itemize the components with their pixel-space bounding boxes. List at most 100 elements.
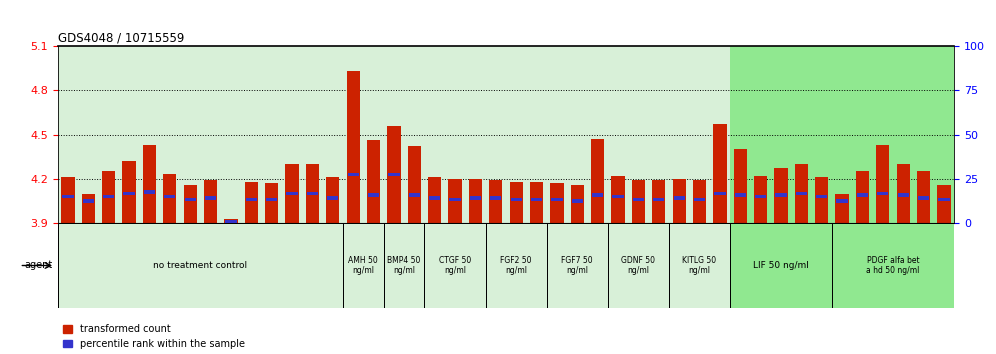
Bar xyxy=(143,190,155,194)
Bar xyxy=(164,195,175,198)
Bar xyxy=(58,223,343,308)
Bar xyxy=(734,149,747,223)
Bar xyxy=(653,198,664,201)
Bar xyxy=(917,171,930,223)
Bar xyxy=(754,176,767,223)
Bar xyxy=(837,199,848,202)
Bar xyxy=(225,220,237,223)
Bar xyxy=(612,176,624,223)
Bar xyxy=(429,196,440,200)
Bar xyxy=(693,180,706,223)
Bar xyxy=(123,161,135,223)
Bar xyxy=(469,179,482,223)
Bar xyxy=(347,71,360,223)
Bar xyxy=(836,194,849,223)
Bar xyxy=(673,196,685,200)
Bar xyxy=(669,223,730,308)
Bar xyxy=(449,198,461,201)
Bar xyxy=(755,195,766,198)
Text: PDGF alfa bet
a hd 50 ng/ml: PDGF alfa bet a hd 50 ng/ml xyxy=(867,256,919,275)
Bar xyxy=(547,223,608,308)
Bar xyxy=(142,145,156,223)
Bar xyxy=(796,192,807,195)
Bar xyxy=(486,223,547,308)
Bar xyxy=(730,46,954,223)
Bar xyxy=(408,193,420,196)
Text: AMH 50
ng/ml: AMH 50 ng/ml xyxy=(349,256,378,275)
Bar xyxy=(591,139,605,223)
Bar xyxy=(694,198,705,201)
Bar xyxy=(896,164,910,223)
Bar xyxy=(348,173,359,176)
Bar xyxy=(795,164,808,223)
Bar xyxy=(592,193,604,196)
Bar xyxy=(652,180,665,223)
Bar xyxy=(735,193,746,196)
Bar xyxy=(730,223,832,308)
Bar xyxy=(103,195,115,198)
Bar xyxy=(245,182,258,223)
Bar xyxy=(368,193,379,196)
Bar xyxy=(102,171,116,223)
Bar xyxy=(163,174,176,223)
Bar xyxy=(510,182,523,223)
Bar xyxy=(672,179,686,223)
Bar xyxy=(571,185,584,223)
Bar xyxy=(631,180,645,223)
Bar xyxy=(918,196,929,200)
Legend: transformed count, percentile rank within the sample: transformed count, percentile rank withi… xyxy=(63,324,245,349)
Bar xyxy=(246,198,257,201)
Bar xyxy=(307,192,318,195)
Bar xyxy=(897,193,909,196)
Bar xyxy=(224,218,238,223)
Bar xyxy=(58,46,730,223)
Bar xyxy=(124,192,134,195)
Bar xyxy=(613,195,623,198)
Bar xyxy=(387,126,400,223)
Bar xyxy=(816,195,828,198)
Bar xyxy=(388,173,399,176)
Bar xyxy=(407,146,421,223)
Bar xyxy=(265,183,278,223)
Bar xyxy=(832,223,954,308)
Bar xyxy=(856,171,870,223)
Bar xyxy=(266,198,277,201)
Bar xyxy=(775,193,787,196)
Bar xyxy=(286,164,299,223)
Bar xyxy=(857,193,869,196)
Bar xyxy=(326,177,340,223)
Bar xyxy=(205,196,216,200)
Bar xyxy=(815,177,829,223)
Text: KITLG 50
ng/ml: KITLG 50 ng/ml xyxy=(682,256,716,275)
Text: CTGF 50
ng/ml: CTGF 50 ng/ml xyxy=(439,256,471,275)
Bar xyxy=(83,199,94,202)
Bar xyxy=(470,196,481,200)
Bar xyxy=(774,169,788,223)
Bar xyxy=(937,185,950,223)
Bar xyxy=(327,196,339,200)
Bar xyxy=(343,223,383,308)
Bar xyxy=(551,198,563,201)
Bar xyxy=(608,223,669,308)
Bar xyxy=(62,177,75,223)
Bar xyxy=(632,198,644,201)
Bar xyxy=(511,198,522,201)
Text: BMP4 50
ng/ml: BMP4 50 ng/ml xyxy=(387,256,420,275)
Bar xyxy=(287,192,298,195)
Text: agent: agent xyxy=(25,261,53,270)
Bar xyxy=(550,183,564,223)
Bar xyxy=(306,164,319,223)
Bar xyxy=(877,192,888,195)
Bar xyxy=(876,145,889,223)
Bar xyxy=(428,177,441,223)
Bar xyxy=(82,194,95,223)
Bar xyxy=(448,179,462,223)
Bar xyxy=(714,192,725,195)
Bar xyxy=(530,182,543,223)
Text: no treatment control: no treatment control xyxy=(153,261,247,270)
Bar xyxy=(204,180,217,223)
Bar xyxy=(713,124,726,223)
Text: FGF7 50
ng/ml: FGF7 50 ng/ml xyxy=(562,256,593,275)
Bar xyxy=(367,141,380,223)
Bar xyxy=(183,185,197,223)
